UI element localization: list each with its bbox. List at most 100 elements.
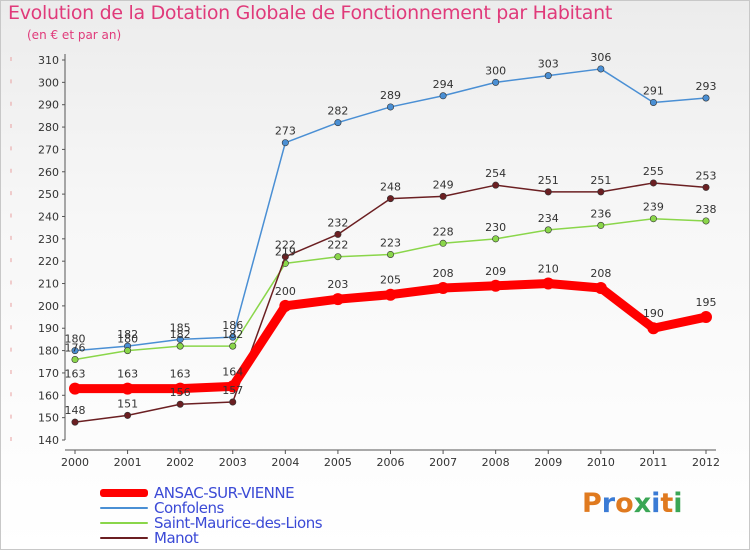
data-label: 185 — [170, 321, 191, 334]
logo-letter: x — [633, 488, 652, 519]
data-label: 163 — [117, 368, 138, 381]
logo-letter: t — [660, 488, 674, 519]
legend-swatch — [100, 522, 148, 524]
data-point — [334, 119, 342, 127]
y-tick-label: 240 — [38, 210, 59, 223]
data-label: 157 — [222, 384, 243, 397]
legend: ANSAC-SUR-VIENNE Confolens Saint-Maurice… — [100, 484, 420, 547]
data-label: 249 — [433, 178, 454, 191]
legend-label: Confolens — [154, 499, 224, 517]
data-label: 176 — [65, 342, 86, 355]
data-label: 186 — [222, 319, 243, 332]
y-tick-label: 270 — [38, 143, 59, 156]
data-point — [437, 282, 450, 294]
logo-letter: i — [673, 488, 683, 519]
data-label: 228 — [433, 225, 454, 238]
x-tick-label: 2012 — [692, 456, 720, 469]
data-label: 163 — [170, 368, 191, 381]
data-label: 254 — [485, 167, 506, 180]
y-tick-label: 140 — [38, 434, 59, 447]
data-label: 248 — [380, 181, 401, 194]
data-point — [439, 239, 447, 247]
data-point — [649, 215, 657, 223]
data-label: 190 — [643, 307, 664, 320]
data-point — [176, 342, 184, 350]
data-label: 255 — [643, 165, 664, 178]
x-tick-label: 2007 — [429, 456, 457, 469]
data-point — [334, 230, 342, 238]
data-point — [176, 335, 184, 343]
data-point — [229, 333, 237, 341]
data-point — [489, 279, 502, 292]
y-tick-label: 190 — [38, 322, 59, 335]
data-point — [649, 98, 657, 106]
legend-swatch — [100, 507, 148, 509]
data-point — [649, 179, 657, 187]
proxiti-logo: Proxiti — [582, 488, 683, 519]
data-point — [492, 181, 500, 189]
data-point — [544, 72, 552, 80]
y-tick-label: 280 — [38, 121, 59, 134]
data-label: 238 — [696, 203, 717, 216]
data-label: 300 — [485, 64, 506, 77]
data-label: 182 — [222, 328, 243, 341]
data-point — [281, 253, 289, 261]
data-point — [124, 347, 132, 355]
data-label: 208 — [433, 267, 454, 280]
data-point — [71, 347, 79, 355]
legend-item: Confolens — [100, 499, 420, 517]
data-label: 222 — [327, 239, 348, 252]
y-tick-label: 150 — [38, 412, 59, 425]
data-point — [174, 382, 187, 395]
y-tick-label: 290 — [38, 99, 59, 112]
x-tick-label: 2004 — [271, 456, 299, 469]
data-point — [69, 382, 81, 395]
y-tick-label: 210 — [38, 278, 59, 291]
data-point — [229, 342, 237, 350]
data-point — [71, 418, 79, 426]
legend-label: Saint-Maurice-des-Lions — [154, 514, 323, 532]
data-point — [492, 78, 500, 86]
y-tick-label: 170 — [38, 367, 59, 380]
data-point — [700, 311, 712, 324]
logo-letter: P — [582, 488, 602, 519]
legend-swatch — [100, 537, 148, 539]
data-label: 180 — [117, 333, 138, 346]
data-point — [594, 282, 607, 294]
chart-title: Evolution de la Dotation Globale de Fonc… — [8, 2, 613, 24]
data-point — [542, 277, 555, 290]
data-label: 208 — [590, 267, 611, 280]
series-line — [74, 68, 707, 352]
data-label: 209 — [485, 265, 506, 278]
y-tick-label: 300 — [38, 76, 59, 89]
data-label: 222 — [275, 239, 296, 252]
data-label: 253 — [696, 169, 717, 182]
data-label: 203 — [327, 278, 348, 291]
data-point — [544, 226, 552, 234]
data-point — [439, 92, 447, 100]
y-tick-label: 160 — [38, 389, 59, 402]
data-point — [124, 411, 132, 419]
data-label: 180 — [65, 333, 86, 346]
data-label: 273 — [275, 125, 296, 138]
x-tick-label: 2006 — [377, 456, 405, 469]
data-label: 182 — [170, 328, 191, 341]
x-tick-label: 2001 — [114, 456, 142, 469]
data-label: 251 — [590, 174, 611, 187]
legend-item: Saint-Maurice-des-Lions — [100, 514, 420, 532]
legend-item: Manot — [100, 529, 420, 547]
data-point — [281, 139, 289, 147]
data-label: 210 — [538, 263, 559, 276]
data-point — [176, 400, 184, 408]
data-point — [597, 221, 605, 229]
logo-letter: r — [601, 488, 616, 519]
y-tick-label: 310 — [38, 54, 59, 67]
data-point — [544, 188, 552, 196]
data-point — [331, 293, 344, 306]
data-point — [226, 380, 239, 393]
data-label: 251 — [538, 174, 559, 187]
data-label: 239 — [643, 201, 664, 214]
data-label: 163 — [65, 368, 86, 381]
